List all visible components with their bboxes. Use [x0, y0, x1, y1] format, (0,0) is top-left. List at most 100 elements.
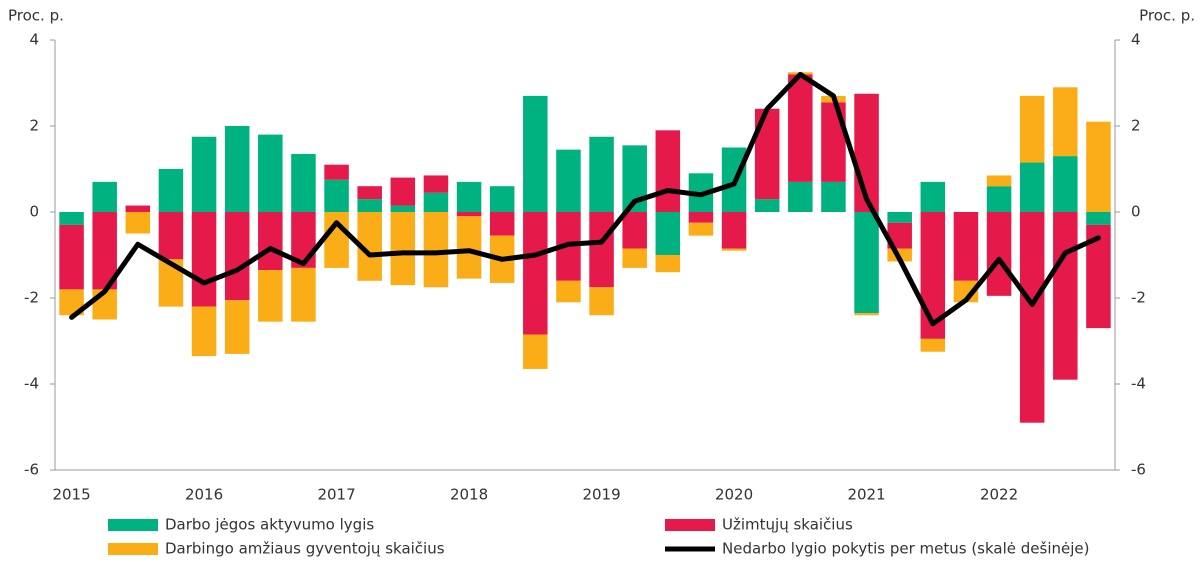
bar	[721, 248, 747, 251]
bar	[655, 212, 681, 255]
bar	[291, 153, 316, 212]
bar	[1019, 162, 1045, 212]
bar	[854, 313, 879, 316]
y2-tick-label: 2	[1131, 117, 1141, 135]
bar	[423, 175, 449, 193]
bar	[258, 212, 283, 271]
bar	[92, 181, 117, 212]
bar	[125, 212, 151, 234]
bar	[986, 186, 1012, 212]
y2-tick-label: 0	[1131, 203, 1141, 221]
x-tick-label: 2016	[185, 486, 223, 504]
x-tick-label: 2021	[847, 486, 885, 504]
bar	[523, 95, 548, 212]
bar	[423, 212, 449, 288]
bar	[224, 212, 250, 301]
y-axis-label: Proc. p.	[8, 7, 64, 25]
bar	[589, 287, 614, 316]
bar	[390, 212, 416, 286]
bar	[788, 74, 813, 182]
bar	[1053, 212, 1078, 380]
bar	[357, 186, 382, 200]
bar	[556, 280, 581, 303]
bar	[854, 212, 879, 314]
bar	[191, 136, 217, 212]
bar	[324, 164, 349, 180]
bar	[523, 334, 548, 369]
y-tick-label: -6	[24, 461, 39, 479]
legend-label: Darbo jėgos aktyvumo lygis	[165, 516, 374, 534]
bar	[158, 169, 184, 212]
bar	[655, 255, 681, 273]
bar	[1053, 87, 1078, 157]
bar	[1053, 156, 1078, 212]
y-tick-label: 4	[29, 31, 39, 49]
bar	[523, 212, 548, 335]
bar	[821, 181, 846, 212]
x-tick-label: 2015	[52, 486, 90, 504]
bar	[390, 205, 416, 212]
y-tick-label: -4	[24, 375, 39, 393]
bar	[390, 177, 416, 206]
bar	[191, 212, 217, 307]
bar	[456, 212, 482, 217]
bar	[59, 224, 84, 290]
bar	[920, 338, 946, 352]
bar	[953, 280, 979, 303]
legend-label: Nedarbo lygio pokytis per metus (skalė d…	[722, 540, 1090, 558]
bar	[125, 205, 151, 212]
bar	[1019, 212, 1045, 423]
bar	[986, 212, 1012, 296]
bar	[953, 212, 979, 281]
y2-axis-label: Proc. p.	[1139, 7, 1195, 25]
bar	[59, 212, 84, 225]
bar	[258, 134, 283, 212]
y2-tick-label: 4	[1131, 31, 1141, 49]
bar	[258, 270, 283, 322]
bar	[721, 212, 747, 249]
x-tick-label: 2022	[980, 486, 1018, 504]
legend-swatch	[665, 519, 715, 531]
bar	[456, 216, 482, 279]
legend-swatch	[108, 543, 158, 555]
bar	[489, 212, 515, 236]
bar	[754, 199, 780, 212]
x-tick-label: 2017	[317, 486, 355, 504]
y2-tick-label: -6	[1131, 461, 1146, 479]
legend-label: Užimtųjų skaičius	[722, 516, 853, 534]
bar	[1086, 212, 1111, 225]
y-tick-label: 2	[29, 117, 39, 135]
bar	[589, 136, 614, 212]
y-tick-label: 0	[29, 203, 39, 221]
bar	[224, 126, 250, 212]
bar	[655, 130, 681, 212]
bar	[324, 179, 349, 212]
bar	[423, 192, 449, 212]
bar	[357, 199, 382, 212]
bar	[1019, 95, 1045, 163]
bar	[291, 267, 316, 322]
bar	[920, 181, 946, 212]
line	[69, 71, 1101, 327]
bar	[556, 149, 581, 212]
bar	[688, 212, 714, 223]
bar	[986, 175, 1012, 187]
bar	[589, 212, 614, 288]
bar	[688, 222, 714, 236]
bar	[224, 300, 250, 354]
bar	[158, 212, 184, 260]
bar	[821, 102, 846, 182]
legend-label: Darbingo amžiaus gyventojų skaičius	[165, 540, 445, 558]
y-tick-label: -2	[24, 289, 39, 307]
x-tick-label: 2020	[715, 486, 753, 504]
bar	[191, 306, 217, 357]
bar	[622, 248, 647, 268]
y2-tick-label: -2	[1131, 289, 1146, 307]
y2-tick-label: -4	[1131, 375, 1146, 393]
bar	[456, 181, 482, 212]
x-tick-label: 2019	[582, 486, 620, 504]
x-tick-label: 2018	[450, 486, 488, 504]
bar	[1086, 121, 1111, 212]
